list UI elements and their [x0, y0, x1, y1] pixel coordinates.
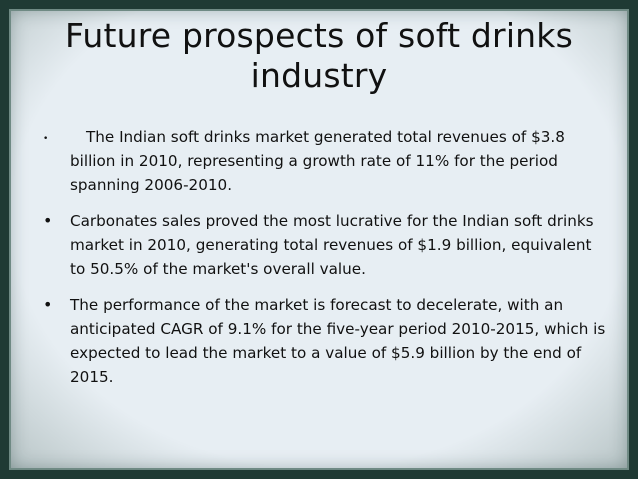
bullet-text: The performance of the market is forecas… [70, 296, 606, 386]
bullet-text: Carbonates sales proved the most lucrati… [70, 212, 594, 278]
bullet-item: • Carbonates sales proved the most lucra… [35, 209, 607, 281]
bullet-marker: • [43, 295, 53, 314]
bullet-marker: • [43, 134, 49, 144]
bullet-text: The Indian soft drinks market generated … [70, 128, 565, 194]
bullet-marker: • [43, 211, 53, 230]
bullet-item: • The Indian soft drinks market generate… [35, 125, 607, 197]
slide-title: Future prospects of soft drinks industry [64, 16, 574, 95]
bullet-item: • The performance of the market is forec… [35, 293, 607, 389]
bullet-list: • The Indian soft drinks market generate… [35, 125, 607, 401]
